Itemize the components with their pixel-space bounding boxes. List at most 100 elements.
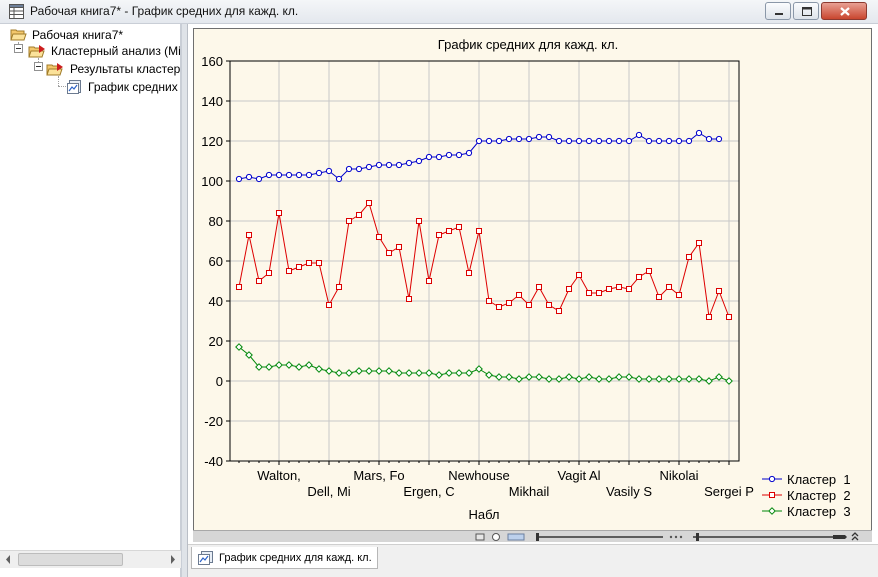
data-point xyxy=(715,373,723,381)
data-point xyxy=(435,371,443,379)
y-tick-label: -20 xyxy=(204,414,223,429)
tree-item-cluster-analysis[interactable]: Кластерный анализ (Mi xyxy=(28,42,181,60)
data-point xyxy=(636,274,642,280)
data-point xyxy=(335,175,343,183)
expand-toolbar-icon[interactable] xyxy=(851,532,859,541)
slider-handle-icon[interactable] xyxy=(833,535,847,539)
data-point xyxy=(366,200,372,206)
zoom-slider[interactable] xyxy=(536,533,663,541)
data-point xyxy=(285,171,293,179)
data-point xyxy=(705,135,713,143)
settings-icon[interactable] xyxy=(492,533,500,541)
data-point xyxy=(645,137,653,145)
data-point xyxy=(355,367,363,375)
data-point xyxy=(595,137,603,145)
graph-document-icon xyxy=(198,551,213,565)
chart-background xyxy=(193,28,872,538)
x-tick-label: Vasily S xyxy=(606,484,652,499)
workbook-icon xyxy=(9,4,24,19)
data-point xyxy=(256,278,262,284)
tree-item-label: График средних xyxy=(88,80,178,94)
minimize-button[interactable] xyxy=(765,2,791,20)
close-button[interactable] xyxy=(821,2,867,20)
tab-means-graph[interactable]: График средних для кажд. кл. xyxy=(191,547,378,569)
data-point xyxy=(655,137,663,145)
scroll-left-icon[interactable] xyxy=(0,551,17,568)
window-title-bar: Рабочая книга7* - График средних для каж… xyxy=(0,0,878,24)
data-point xyxy=(535,133,543,141)
y-tick-label: 160 xyxy=(201,54,223,69)
color-scale-icon[interactable] xyxy=(507,533,525,541)
maximize-button[interactable] xyxy=(793,2,819,20)
data-point xyxy=(435,153,443,161)
scrollbar-thumb[interactable] xyxy=(18,553,123,566)
data-point xyxy=(565,137,573,145)
legend-item: Кластер 1 xyxy=(762,472,851,487)
y-tick-label: -40 xyxy=(204,454,223,469)
data-point xyxy=(275,171,283,179)
data-point xyxy=(606,286,612,292)
data-point xyxy=(576,272,582,278)
legend-label: Кластер 2 xyxy=(787,488,851,503)
collapse-toggle[interactable] xyxy=(14,44,23,53)
data-point xyxy=(625,373,633,381)
results-folder-icon xyxy=(46,63,63,76)
data-point xyxy=(326,302,332,308)
data-point xyxy=(245,173,253,181)
data-point xyxy=(266,270,272,276)
data-point xyxy=(255,175,263,183)
data-point xyxy=(316,260,322,266)
tree-item-label: Кластерный анализ (Mi xyxy=(51,44,181,58)
data-point xyxy=(505,135,513,143)
data-point xyxy=(365,163,373,171)
scroll-right-icon[interactable] xyxy=(164,551,181,568)
data-point xyxy=(265,363,273,371)
data-point xyxy=(605,375,613,383)
data-point xyxy=(346,218,352,224)
data-point xyxy=(445,369,453,377)
data-point xyxy=(345,369,353,377)
pane-splitter[interactable] xyxy=(181,24,188,577)
cursor-tool-icon[interactable] xyxy=(475,533,485,541)
data-point xyxy=(515,375,523,383)
data-point xyxy=(286,268,292,274)
data-point xyxy=(285,361,293,369)
data-point xyxy=(236,284,242,290)
x-tick-label: Vagit Al xyxy=(557,468,600,483)
legend-label: Кластер 1 xyxy=(787,472,851,487)
data-point xyxy=(725,377,733,385)
navigation-dots-icon[interactable] xyxy=(669,535,683,539)
data-point xyxy=(396,244,402,250)
data-point xyxy=(415,157,423,165)
x-tick-label: Dell, Mi xyxy=(307,484,350,499)
data-point xyxy=(555,137,563,145)
tree-horizontal-scrollbar[interactable] xyxy=(0,550,181,568)
y-tick-label: 0 xyxy=(216,374,223,389)
data-point xyxy=(296,264,302,270)
legend-marker xyxy=(768,475,776,483)
range-slider[interactable] xyxy=(693,533,833,541)
x-tick-label: Mars, Fo xyxy=(353,468,404,483)
analysis-folder-icon xyxy=(28,45,45,58)
data-point xyxy=(465,369,473,377)
data-point xyxy=(536,284,542,290)
data-point xyxy=(385,367,393,375)
close-icon xyxy=(840,7,850,16)
data-point xyxy=(565,373,573,381)
x-axis-label: Набл xyxy=(468,507,499,522)
chart-toolbar xyxy=(193,530,872,542)
data-point xyxy=(675,137,683,145)
data-point xyxy=(556,308,562,314)
data-point xyxy=(625,137,633,145)
collapse-toggle[interactable] xyxy=(34,62,43,71)
data-point xyxy=(535,373,543,381)
data-point xyxy=(436,232,442,238)
data-point xyxy=(475,137,483,145)
data-point xyxy=(376,234,382,240)
data-point xyxy=(405,159,413,167)
tree-item-means-graph[interactable]: График средних xyxy=(66,78,181,96)
tree-item-workbook[interactable]: Рабочая книга7* xyxy=(10,26,180,44)
tree-item-cluster-results[interactable]: Результаты кластери xyxy=(46,60,181,78)
series-2 xyxy=(236,200,732,320)
data-point xyxy=(665,375,673,383)
